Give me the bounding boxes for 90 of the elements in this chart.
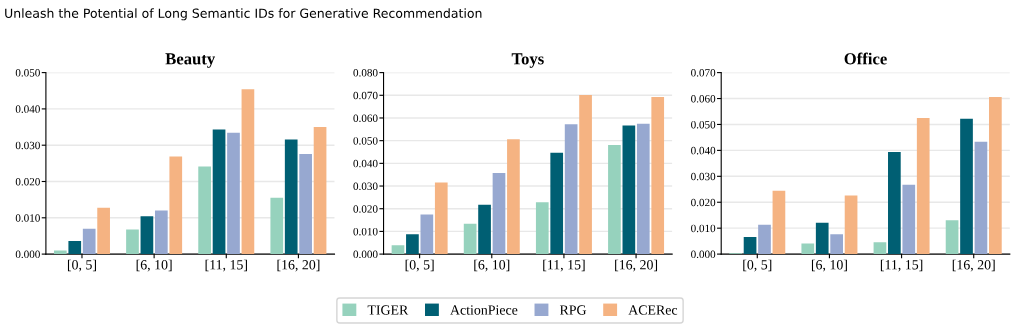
bar xyxy=(68,241,82,255)
y-tick-label: 0.030 xyxy=(353,182,378,191)
legend-label: ActionPiece xyxy=(450,305,518,315)
bar xyxy=(608,144,621,255)
bar xyxy=(651,97,665,255)
chart-title: Office xyxy=(844,52,887,65)
y-tick-label: 0.050 xyxy=(353,137,378,145)
x-tick-label: [6, 10] xyxy=(136,259,172,272)
y-tick-label: 0.020 xyxy=(691,198,716,207)
y-tick-label: 0.030 xyxy=(691,172,716,181)
y-tick-label: 0.070 xyxy=(691,69,716,77)
bar xyxy=(535,202,549,255)
y-tick-label: 0.010 xyxy=(691,224,716,233)
y-tick-label: 0.020 xyxy=(353,205,378,213)
legend-label: ACERec xyxy=(628,305,678,315)
bar xyxy=(989,96,1002,255)
bar xyxy=(284,139,298,255)
chart-title: Beauty xyxy=(165,53,216,68)
bar xyxy=(270,197,284,255)
bar xyxy=(463,223,477,255)
x-tick-label: [16, 20] xyxy=(952,259,995,272)
text: Unleash the Potential of Long Semantic IDs for Generative Recommendation xyxy=(5,8,482,21)
bar xyxy=(801,243,815,255)
x-tick-label: [11, 15] xyxy=(543,259,585,272)
bar xyxy=(564,124,578,255)
bar xyxy=(622,125,636,255)
y-tick-label: 0.070 xyxy=(353,91,378,100)
y-tick-label: 0.010 xyxy=(353,227,378,236)
bar xyxy=(815,222,829,255)
x-tick-label: [6, 10] xyxy=(474,259,510,272)
x-tick-label: [6, 10] xyxy=(811,259,847,272)
bar xyxy=(844,195,858,255)
legend-label: RPG xyxy=(559,305,587,315)
bar xyxy=(313,127,327,255)
bar xyxy=(579,95,592,255)
bar xyxy=(212,129,226,255)
bar xyxy=(916,117,930,255)
bar xyxy=(873,242,887,255)
legend-label: TIGER xyxy=(367,305,409,315)
bar xyxy=(97,207,110,255)
bar xyxy=(636,123,650,255)
x-tick-label: [11, 15] xyxy=(880,259,923,272)
bar xyxy=(945,220,959,255)
bar xyxy=(241,89,255,255)
bar xyxy=(960,118,973,255)
bar xyxy=(406,234,419,255)
y-tick-label: 0.040 xyxy=(691,146,716,155)
y-tick-label: 0.050 xyxy=(691,120,716,129)
bar xyxy=(82,228,96,255)
bar xyxy=(758,224,771,255)
y-tick-label: 0.040 xyxy=(353,159,378,168)
y-tick-label: 0.060 xyxy=(691,94,716,103)
bar xyxy=(550,152,564,255)
bar xyxy=(492,173,506,255)
y-tick-label: 0.040 xyxy=(15,105,40,113)
bar xyxy=(53,250,67,255)
bar xyxy=(507,139,520,255)
y-tick-label: 0.020 xyxy=(15,177,40,186)
bar xyxy=(299,153,312,255)
x-tick-label: [0, 5] xyxy=(67,259,96,272)
bar xyxy=(830,234,843,255)
bar xyxy=(227,132,240,255)
bar xyxy=(974,141,988,255)
x-tick-label: [16, 20] xyxy=(277,259,320,272)
bar xyxy=(391,245,405,255)
x-tick-label: [11, 15] xyxy=(205,259,247,272)
y-tick-label: 0.080 xyxy=(353,69,378,77)
bar xyxy=(420,214,434,255)
bar xyxy=(743,236,757,255)
y-tick-label: 0.000 xyxy=(15,250,40,259)
y-tick-label: 0.050 xyxy=(15,69,40,77)
x-tick-label: [16, 20] xyxy=(615,259,658,272)
x-tick-label: [0, 5] xyxy=(743,259,772,272)
bar xyxy=(772,190,786,255)
bar xyxy=(169,156,183,255)
y-tick-label: 0.000 xyxy=(353,250,378,259)
y-tick-label: 0.000 xyxy=(691,250,716,259)
bar xyxy=(154,210,168,255)
bar xyxy=(478,204,491,255)
bar xyxy=(434,182,448,255)
bar xyxy=(140,216,154,255)
bar xyxy=(126,229,139,255)
bar xyxy=(888,151,901,255)
y-tick-label: 0.010 xyxy=(15,214,40,222)
bar xyxy=(198,166,211,255)
bar xyxy=(902,184,916,255)
x-tick-label: [0, 5] xyxy=(405,259,434,272)
chart-title: Toys xyxy=(511,53,544,68)
y-tick-label: 0.060 xyxy=(353,114,378,122)
y-tick-label: 0.030 xyxy=(15,141,40,150)
